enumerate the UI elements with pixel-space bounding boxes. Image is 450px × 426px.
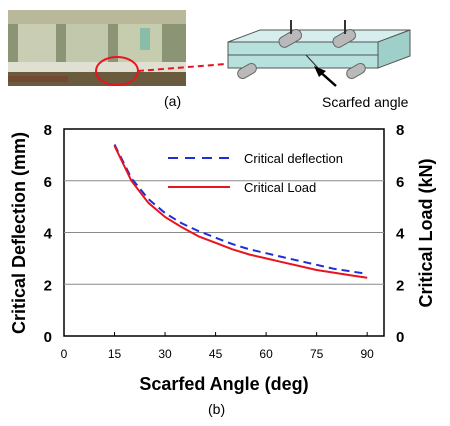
series-line-critical-load xyxy=(113,145,368,279)
y-right-axis-label: Critical Load (kN) xyxy=(416,158,436,307)
x-tick-label-90: 90 xyxy=(360,347,374,361)
x-tick-label-30: 30 xyxy=(158,347,172,361)
leader-dashed-line xyxy=(137,63,227,72)
scarf-pointer-arrowhead xyxy=(314,66,326,77)
scarfed-angle-annotation: Scarfed angle xyxy=(322,94,409,110)
y-right-tick-label-8: 8 xyxy=(396,122,404,139)
support-rollers xyxy=(237,63,366,80)
y-right-tick-label-2: 2 xyxy=(396,277,404,294)
x-axis-label: Scarfed Angle (deg) xyxy=(139,374,308,394)
y-left-tick-label-0: 0 xyxy=(44,329,52,346)
y-left-tick-label-6: 6 xyxy=(44,174,52,191)
x-tick-label-15: 15 xyxy=(108,347,122,361)
x-tick-label-0: 0 xyxy=(61,347,68,361)
gridlines xyxy=(64,180,384,285)
y-left-tick-label-8: 8 xyxy=(44,122,52,139)
x-tick-label-60: 60 xyxy=(259,347,273,361)
y-left-tick-label-2: 2 xyxy=(44,277,52,294)
y-right-tick-label-6: 6 xyxy=(396,174,404,191)
series-layer xyxy=(113,144,368,279)
panel-b-caption: (b) xyxy=(208,401,225,417)
y-left-tick-label-4: 4 xyxy=(44,226,53,243)
legend-label-critical-deflection: Critical deflection xyxy=(244,151,343,166)
y-right-tick-label-4: 4 xyxy=(396,226,405,243)
x-axis-ticks: 0 15 30 45 60 75 90 xyxy=(61,332,374,361)
loading-rollers xyxy=(278,20,357,48)
y-right-tick-label-0: 0 xyxy=(396,329,404,346)
y-right-axis-ticks: 0 2 4 6 8 xyxy=(396,122,405,346)
panel-a-caption: (a) xyxy=(164,93,181,109)
legend: Critical deflection Critical Load xyxy=(168,151,343,195)
y-left-axis-ticks: 0 2 4 6 8 xyxy=(44,122,53,346)
series-line-critical-deflection xyxy=(113,144,368,275)
x-tick-label-45: 45 xyxy=(209,347,223,361)
beam-schematic xyxy=(227,29,411,69)
legend-label-critical-load: Critical Load xyxy=(244,180,316,195)
y-left-axis-label: Critical Deflection (mm) xyxy=(9,132,29,334)
x-tick-label-75: 75 xyxy=(310,347,324,361)
